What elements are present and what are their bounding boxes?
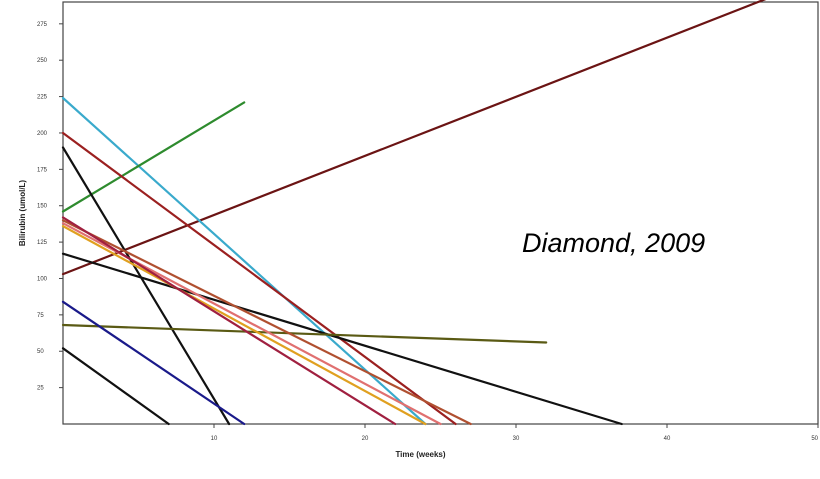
y-axis-label: Bilirubin (umol/L) — [18, 180, 27, 247]
y-tick-label: 75 — [37, 313, 44, 319]
y-tick-label: 225 — [37, 95, 48, 101]
y-tick-label: 250 — [37, 58, 48, 64]
series-line-12 — [61, 219, 472, 426]
y-tick-label: 175 — [37, 167, 48, 173]
series-line-6 — [61, 252, 623, 426]
series-line-13 — [61, 216, 397, 426]
y-tick-label: 150 — [37, 204, 48, 210]
y-tick-label: 100 — [37, 276, 48, 282]
series-line-9 — [61, 347, 170, 426]
y-tick-label: 125 — [37, 240, 48, 246]
x-tick-label: 30 — [513, 436, 520, 442]
x-tick-label: 50 — [811, 436, 818, 442]
citation-annotation: Diamond, 2009 — [522, 228, 705, 258]
y-tick-label: 25 — [37, 386, 44, 392]
y-tick-label: 50 — [37, 349, 44, 355]
series-line-10 — [61, 225, 427, 426]
x-tick-label: 40 — [664, 436, 671, 442]
x-axis-label: Time (weeks) — [395, 450, 445, 459]
axes: 25 50 75 100 125 150 175 200 225 250 275 10 20 30 40 50 — [37, 1, 819, 442]
series-line-3 — [61, 101, 246, 213]
series-line-4 — [61, 131, 457, 426]
series-group — [61, 0, 767, 426]
labels: Time (weeks) Bilirubin (umol/L) Diamond,… — [18, 180, 705, 459]
x-tick-label: 20 — [362, 436, 369, 442]
x-tick-label: 10 — [211, 436, 218, 442]
plot-frame — [62, 1, 819, 425]
y-tick-label: 200 — [37, 131, 48, 137]
y-tick-label: 275 — [37, 22, 48, 28]
series-line-1 — [61, 0, 767, 276]
series-line-7 — [61, 323, 548, 344]
series-line-8 — [61, 300, 246, 426]
series-line-2 — [61, 96, 427, 426]
series-line-5 — [61, 146, 231, 426]
